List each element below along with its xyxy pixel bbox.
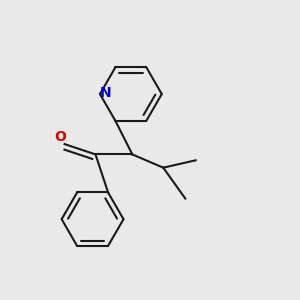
Text: O: O — [54, 130, 66, 144]
Text: N: N — [99, 85, 111, 100]
